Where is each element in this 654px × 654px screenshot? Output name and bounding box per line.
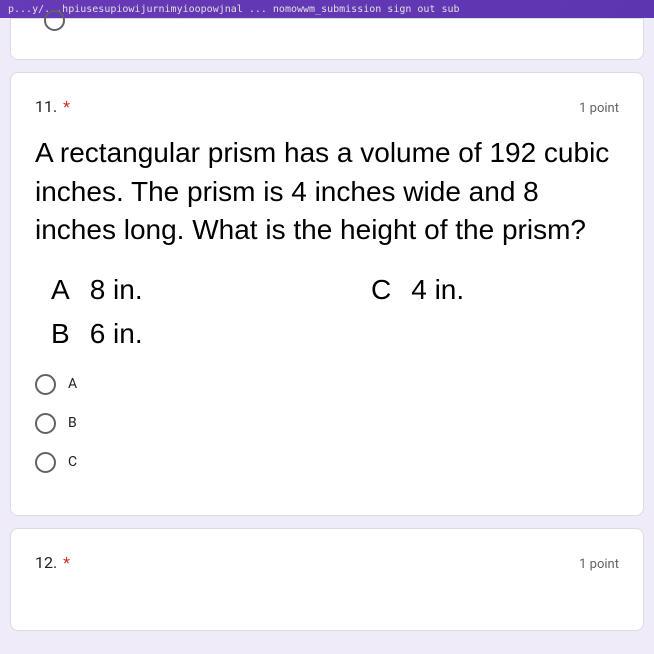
- answer-c-label: C: [371, 274, 391, 306]
- radio-label-b: B: [68, 415, 77, 431]
- browser-url-bar: p...y/...hpiusesupiowijurnimyioopowjnal …: [0, 0, 654, 18]
- required-asterisk: *: [63, 97, 70, 116]
- radio-label-a: A: [68, 376, 77, 392]
- answer-c: C 4 in.: [371, 274, 464, 306]
- answer-choices: A 8 in. C 4 in. B 6 in.: [35, 274, 619, 350]
- answer-a: A 8 in.: [51, 274, 371, 306]
- radio-circle-icon: [35, 413, 56, 434]
- url-text: p...y/...hpiusesupiowijurnimyioopowjnal …: [8, 4, 460, 15]
- answer-a-label: A: [51, 274, 70, 306]
- question-number: 12.: [35, 553, 57, 572]
- radio-options: A B C: [35, 374, 619, 473]
- answer-b: B 6 in.: [51, 318, 371, 350]
- question-points: 1 point: [579, 101, 619, 116]
- answer-a-text: 8 in.: [90, 274, 143, 306]
- answer-row-2: B 6 in.: [51, 318, 619, 350]
- answer-row-1: A 8 in. C 4 in.: [51, 274, 619, 306]
- question-card-12: 12. * 1 point: [10, 528, 644, 631]
- question-card-prev: [10, 18, 644, 60]
- question-text: A rectangular prism has a volume of 192 …: [35, 134, 619, 250]
- question-header: 11. * 1 point: [35, 97, 619, 116]
- radio-option-a[interactable]: A: [35, 374, 619, 395]
- question-number-wrap: 11. *: [35, 97, 70, 116]
- question-number: 11.: [35, 97, 57, 116]
- radio-label-c: C: [68, 454, 77, 470]
- question-header: 12. * 1 point: [35, 553, 619, 572]
- radio-option-prev[interactable]: [44, 10, 65, 31]
- question-card-11: 11. * 1 point A rectangular prism has a …: [10, 72, 644, 516]
- radio-option-b[interactable]: B: [35, 413, 619, 434]
- question-points: 1 point: [579, 557, 619, 572]
- question-number-wrap: 12. *: [35, 553, 70, 572]
- radio-circle-icon: [35, 452, 56, 473]
- required-asterisk: *: [63, 553, 70, 572]
- answer-b-label: B: [51, 318, 70, 350]
- radio-circle-icon: [35, 374, 56, 395]
- answer-c-text: 4 in.: [411, 274, 464, 306]
- answer-b-text: 6 in.: [90, 318, 143, 350]
- radio-option-c[interactable]: C: [35, 452, 619, 473]
